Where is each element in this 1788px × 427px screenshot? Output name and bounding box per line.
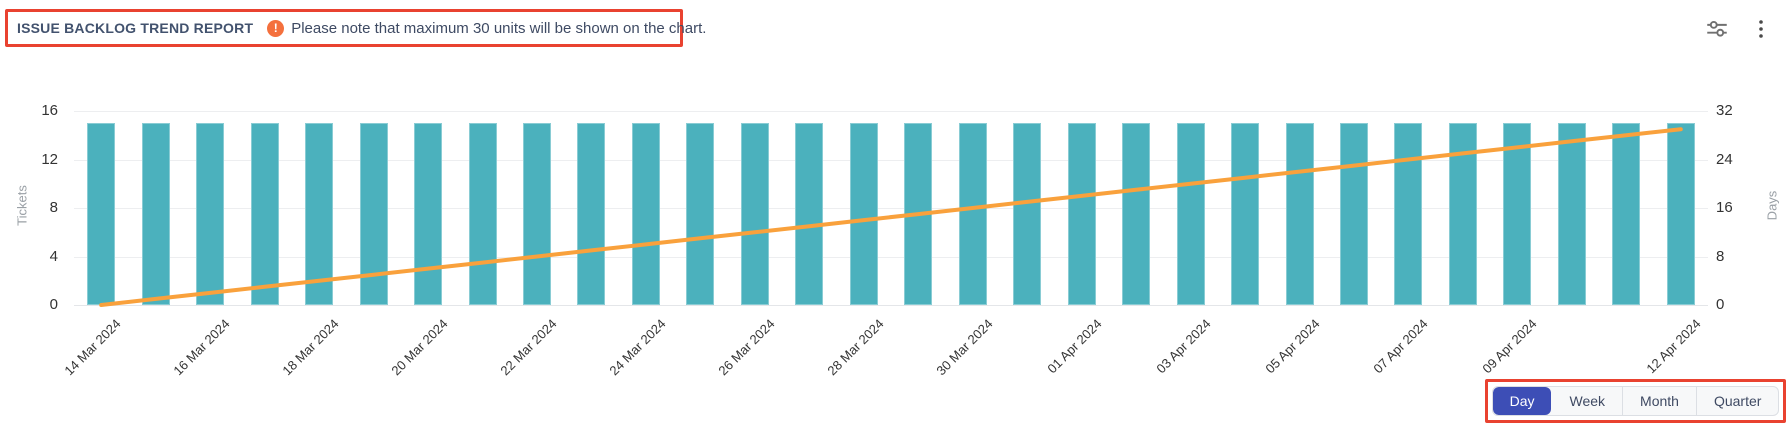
bar[interactable] — [1394, 123, 1423, 305]
bar[interactable] — [87, 123, 116, 305]
bar[interactable] — [1557, 123, 1586, 305]
bar[interactable] — [141, 123, 170, 305]
chart-toolbar — [1702, 14, 1774, 44]
filter-settings-icon[interactable] — [1702, 14, 1732, 44]
bar[interactable] — [631, 123, 660, 305]
period-button-month[interactable]: Month — [1622, 387, 1696, 415]
bar[interactable] — [414, 123, 443, 305]
bar[interactable] — [1285, 123, 1314, 305]
bar[interactable] — [1231, 123, 1260, 305]
bar[interactable] — [795, 123, 824, 305]
annotation-box-period-switcher: Day Week Month Quarter — [1485, 379, 1786, 423]
y-tick-left: 4 — [49, 247, 58, 265]
right-axis-title: Days — [1764, 190, 1780, 221]
y-tick-right: 16 — [1716, 199, 1733, 216]
warning-note-text: Please note that maximum 30 units will b… — [291, 19, 707, 37]
left-axis-title: Tickets — [14, 185, 30, 226]
y-tick-left: 16 — [41, 102, 58, 119]
annotation-box-header: ISSUE BACKLOG TREND REPORT ! Please note… — [5, 9, 706, 47]
y-tick-right: 24 — [1716, 150, 1733, 168]
bar[interactable] — [1176, 123, 1205, 305]
backlog-chart: 0 4 8 12 16 0 8 16 24 32 14 Mar 2024 16 Mar 2024 1… — [0, 70, 1788, 380]
report-title: ISSUE BACKLOG TREND REPORT — [17, 20, 254, 36]
grid-line — [74, 159, 1708, 161]
bar[interactable] — [305, 123, 334, 305]
bar[interactable] — [740, 123, 769, 305]
trend-line — [99, 127, 1683, 307]
kebab-dots-svg — [1759, 20, 1763, 38]
bar[interactable] — [196, 123, 225, 305]
bar[interactable] — [1339, 123, 1368, 305]
bar[interactable] — [686, 123, 715, 305]
y-tick-right: 0 — [1716, 296, 1725, 313]
grid-line — [74, 256, 1708, 258]
period-switcher: Day Week Month Quarter — [1491, 386, 1780, 416]
kebab-menu-icon[interactable] — [1748, 14, 1774, 44]
max-units-note: ! Please note that maximum 30 units will… — [267, 19, 707, 37]
y-tick-left: 12 — [41, 150, 58, 168]
bar[interactable] — [1013, 123, 1042, 305]
y-tick-right: 32 — [1716, 102, 1733, 119]
bar[interactable] — [1612, 123, 1641, 305]
bar[interactable] — [849, 123, 878, 305]
y-tick-left: 0 — [49, 296, 58, 313]
grid-line — [74, 208, 1708, 209]
bar[interactable] — [1666, 123, 1695, 305]
grid-line — [74, 305, 1708, 306]
period-button-week[interactable]: Week — [1551, 387, 1622, 415]
sliders-icon-svg — [1707, 20, 1727, 37]
period-button-day[interactable]: Day — [1492, 387, 1552, 415]
trend-line-layer — [99, 127, 1683, 307]
bar[interactable] — [958, 123, 987, 305]
y-tick-left: 8 — [49, 199, 58, 216]
bar[interactable] — [468, 123, 497, 305]
warning-icon: ! — [267, 19, 285, 37]
bar[interactable] — [1503, 123, 1532, 305]
bar[interactable] — [522, 123, 551, 305]
bar[interactable] — [577, 123, 606, 305]
period-button-quarter[interactable]: Quarter — [1695, 387, 1778, 415]
bar[interactable] — [1122, 123, 1151, 305]
y-tick-right: 8 — [1716, 247, 1725, 265]
bar[interactable] — [250, 123, 279, 305]
grid-line — [74, 111, 1708, 112]
bar[interactable] — [1067, 123, 1096, 305]
